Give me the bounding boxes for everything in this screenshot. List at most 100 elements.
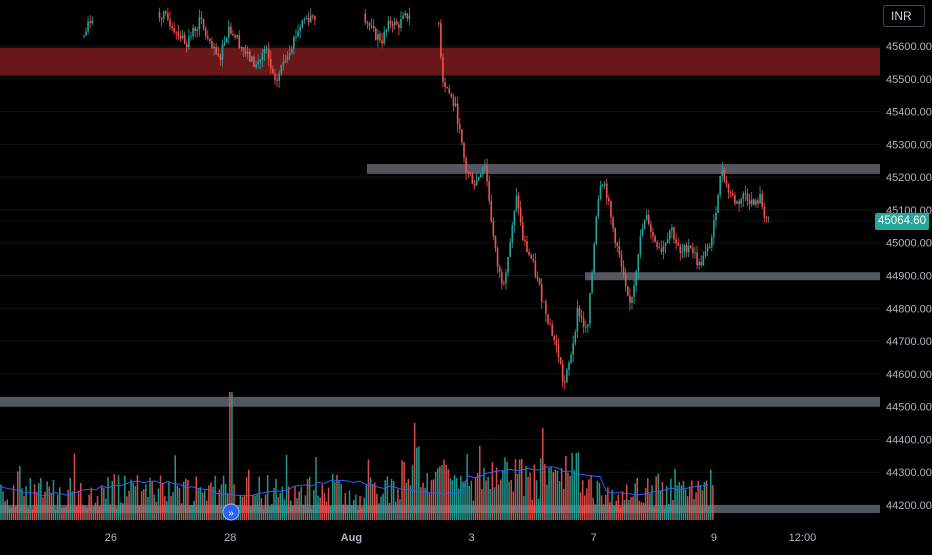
volume-bar <box>699 485 701 520</box>
time-tick-label: 26 <box>105 532 117 544</box>
zone-support <box>585 272 880 281</box>
volume-bar <box>63 507 65 520</box>
candle-body <box>253 56 255 67</box>
volume-bar <box>453 474 456 520</box>
candle-body <box>595 216 598 244</box>
candle-body <box>259 59 262 62</box>
candle-body <box>158 12 161 18</box>
candle-body <box>601 185 604 187</box>
candle-body <box>568 362 570 370</box>
candle-body <box>580 316 583 319</box>
candle-body <box>217 54 220 56</box>
volume-bar <box>657 473 659 520</box>
volume-bar <box>88 494 90 520</box>
volume-bar <box>8 506 11 520</box>
volume-bar <box>77 490 80 520</box>
volume-bar <box>206 500 208 520</box>
volume-bar <box>2 491 4 520</box>
candle-body <box>500 272 503 284</box>
volume-bar <box>241 496 244 520</box>
volume-bar <box>674 468 676 520</box>
volume-bar <box>239 494 242 520</box>
price-tick-label: 44800.00 <box>886 303 932 315</box>
volume-bar <box>602 504 605 520</box>
zone-resistance <box>367 164 880 174</box>
volume-bar <box>405 482 407 520</box>
volume-bar <box>638 500 641 520</box>
volume-bar <box>340 483 342 520</box>
volume-bar <box>441 464 443 520</box>
volume-bar <box>327 487 330 520</box>
volume-bar <box>101 485 103 520</box>
currency-button[interactable]: INR <box>883 5 925 27</box>
volume-bar <box>122 503 124 520</box>
volume-bar <box>25 486 27 520</box>
volume-bar <box>44 491 46 520</box>
volume-bar <box>577 452 580 520</box>
candle-body <box>755 200 757 205</box>
candle-body <box>242 47 245 51</box>
volume-bar <box>434 471 437 520</box>
candle-body <box>622 266 625 275</box>
candle-body <box>511 225 514 243</box>
candle-body <box>290 48 293 54</box>
volume-bar <box>119 502 122 520</box>
price-tick-label: 45400.00 <box>886 107 932 119</box>
event-marker-glyph: » <box>228 508 234 519</box>
volume-bar <box>502 470 504 520</box>
volume-bar <box>476 472 479 520</box>
volume-bar <box>92 506 95 520</box>
volume-bar <box>56 494 59 520</box>
volume-bar <box>323 493 326 520</box>
volume-bar <box>565 455 567 520</box>
volume-bar <box>348 490 351 520</box>
volume-bar <box>590 475 592 520</box>
volume-bar <box>193 500 195 520</box>
volume-bar <box>17 471 19 520</box>
volume-bar <box>65 506 67 520</box>
volume-bar <box>6 499 8 520</box>
candle-body <box>668 230 671 240</box>
candle-body <box>446 87 448 89</box>
candle-body <box>599 186 602 200</box>
event-marker-icon[interactable] <box>222 503 240 521</box>
candle-body <box>757 200 759 204</box>
volume-bar <box>647 478 649 520</box>
candle-body <box>702 255 705 266</box>
candle-body <box>234 35 236 38</box>
volume-bar <box>35 491 38 520</box>
volume-bar <box>306 479 309 520</box>
volume-bar <box>75 506 78 520</box>
volume-bar <box>180 503 183 520</box>
volume-bar <box>510 480 512 520</box>
candle-body <box>673 227 675 240</box>
candle-body <box>542 301 545 303</box>
volume-bar <box>107 476 109 520</box>
zone-resistance <box>0 47 880 76</box>
volume-bar <box>472 500 475 520</box>
candle-body <box>603 183 606 186</box>
candle-body <box>265 48 268 50</box>
candle-body <box>385 29 388 32</box>
volume-bar <box>489 488 491 520</box>
volume-bar <box>668 504 670 520</box>
volume-bar <box>33 484 36 520</box>
volume-bar <box>493 487 496 520</box>
volume-bar <box>678 481 680 520</box>
candle-body <box>303 19 306 21</box>
volume-bar <box>269 506 271 520</box>
candle-body <box>717 194 719 213</box>
volume-bar <box>569 475 571 520</box>
price-tick-label: 44400.00 <box>886 434 932 446</box>
volume-bar <box>460 476 462 520</box>
candle-body <box>610 201 612 218</box>
volume-bar <box>117 475 120 520</box>
candle-body <box>372 25 375 29</box>
volume-bar <box>159 475 162 520</box>
volume-bar <box>52 479 55 520</box>
candle-body <box>188 36 190 48</box>
volume-bar <box>317 495 319 520</box>
candle-body <box>553 335 556 341</box>
